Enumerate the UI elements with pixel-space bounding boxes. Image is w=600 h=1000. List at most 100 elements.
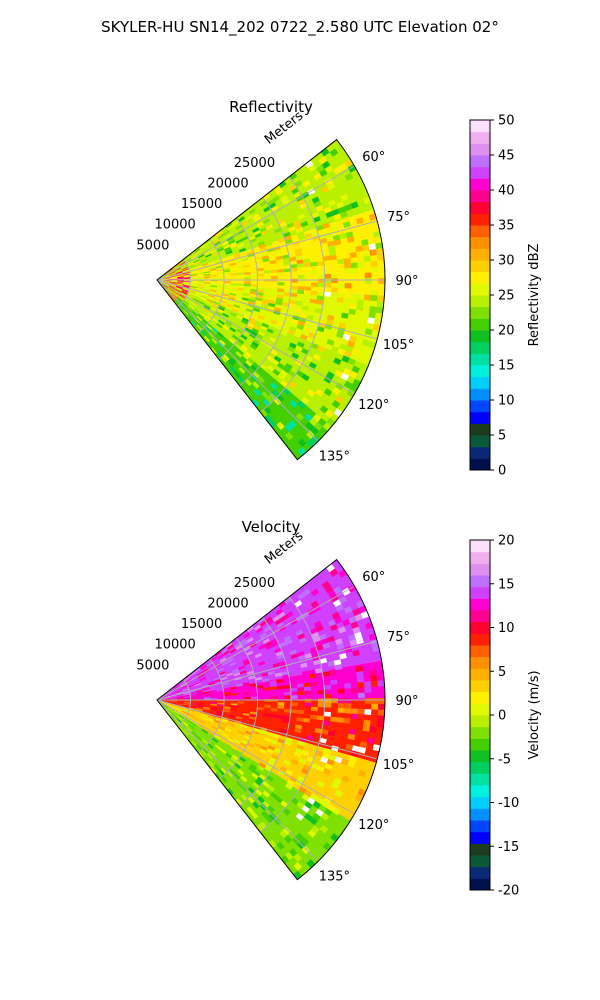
reflectivity-speckle-cell bbox=[257, 241, 266, 246]
velocity-speckle-cell bbox=[228, 714, 236, 719]
reflectivity-speckle-cell bbox=[243, 283, 251, 287]
velocity-speckle-cell bbox=[285, 611, 294, 619]
reflectivity-speckle-cell bbox=[197, 281, 204, 284]
reflectivity-speckle-cell bbox=[230, 243, 238, 249]
reflectivity-speckle-cell bbox=[256, 221, 265, 228]
velocity-speckle-cell bbox=[190, 721, 197, 727]
reflectivity-speckle-cell bbox=[280, 380, 289, 388]
velocity-speckle-cell bbox=[208, 682, 216, 686]
velocity-speckle-cell bbox=[227, 657, 235, 663]
reflectivity-speckle-cell bbox=[377, 295, 385, 302]
reflectivity-colorbar-segment bbox=[470, 225, 490, 238]
reflectivity-speckle-cell bbox=[291, 318, 299, 325]
velocity-speckle-cell bbox=[233, 738, 242, 745]
velocity-speckle-cell bbox=[301, 670, 310, 676]
velocity-speckle-cell bbox=[302, 600, 311, 608]
velocity-speckle-cell bbox=[233, 672, 241, 677]
reflectivity-speckle-cell bbox=[229, 357, 237, 365]
velocity-speckle-cell bbox=[259, 821, 267, 830]
velocity-speckle-cell bbox=[222, 682, 230, 686]
reflectivity-speckle-cell bbox=[312, 216, 321, 223]
velocity-speckle-cell bbox=[208, 760, 215, 768]
reflectivity-speckle-cell bbox=[246, 250, 254, 255]
reflectivity-speckle-cell bbox=[191, 320, 197, 327]
velocity-speckle-cell bbox=[316, 676, 324, 682]
reflectivity-speckle-cell bbox=[248, 235, 256, 241]
reflectivity-azimuth-gridline bbox=[156, 165, 355, 281]
velocity-speckle-cell bbox=[273, 747, 282, 754]
velocity-speckle-cell bbox=[220, 718, 228, 723]
reflectivity-speckle-cell bbox=[367, 237, 376, 245]
velocity-speckle-cell bbox=[220, 767, 227, 775]
reflectivity-speckle-cell bbox=[277, 288, 285, 293]
reflectivity-speckle-cell bbox=[281, 302, 290, 307]
reflectivity-speckle-cell bbox=[262, 398, 271, 407]
velocity-speckle-cell bbox=[270, 707, 278, 712]
velocity-speckle-cell bbox=[267, 784, 275, 792]
reflectivity-speckle-cell bbox=[277, 268, 285, 273]
velocity-speckle-cell bbox=[280, 614, 288, 622]
reflectivity-speckle-cell bbox=[320, 218, 329, 225]
reflectivity-speckle-cell bbox=[324, 269, 332, 275]
velocity-speckle-cell bbox=[239, 638, 247, 645]
reflectivity-speckle-cell bbox=[199, 299, 206, 304]
velocity-speckle-cell bbox=[303, 686, 311, 691]
reflectivity-speckle-cell bbox=[349, 370, 358, 379]
velocity-speckle-cell bbox=[179, 714, 186, 719]
reflectivity-speckle-cell bbox=[340, 193, 349, 202]
velocity-speckle-cell bbox=[174, 687, 182, 692]
reflectivity-speckle-cell bbox=[264, 414, 273, 423]
velocity-speckle-cell bbox=[183, 700, 191, 702]
reflectivity-speckle-cell bbox=[194, 261, 201, 266]
velocity-speckle-cell bbox=[376, 721, 384, 728]
reflectivity-speckle-cell bbox=[187, 305, 193, 312]
velocity-colorbar-tick-label: 10 bbox=[498, 621, 515, 636]
reflectivity-speckle-cell bbox=[206, 298, 214, 303]
velocity-speckle-cell bbox=[279, 766, 288, 773]
reflectivity-speckle-cell bbox=[266, 328, 274, 334]
reflectivity-speckle-cell bbox=[273, 355, 282, 363]
velocity-speckle-cell bbox=[231, 754, 239, 761]
reflectivity-speckle-cell bbox=[244, 378, 253, 387]
velocity-speckle-cell bbox=[363, 719, 371, 727]
reflectivity-speckle-cell bbox=[196, 283, 204, 286]
reflectivity-speckle-cell bbox=[246, 205, 255, 213]
reflectivity-speckle-cell bbox=[274, 227, 282, 234]
reflectivity-speckle-cell bbox=[307, 332, 316, 339]
velocity-speckle-cell bbox=[196, 693, 204, 696]
reflectivity-speckle-cell bbox=[215, 263, 223, 267]
reflectivity-speckle-cell bbox=[323, 388, 333, 397]
velocity-speckle-cell bbox=[311, 631, 320, 639]
velocity-speckle-cell bbox=[347, 634, 356, 642]
velocity-speckle-cell bbox=[287, 669, 296, 675]
velocity-speckle-cell bbox=[181, 709, 189, 713]
reflectivity-speckle-cell bbox=[310, 426, 319, 436]
reflectivity-speckle-cell bbox=[251, 327, 260, 334]
velocity-speckle-cell bbox=[323, 808, 333, 817]
velocity-speckle-cell bbox=[334, 789, 344, 798]
reflectivity-speckle-cell bbox=[181, 266, 189, 271]
velocity-speckle-cell bbox=[300, 662, 308, 669]
reflectivity-speckle-cell bbox=[290, 267, 298, 272]
velocity-sector-band bbox=[157, 700, 377, 821]
reflectivity-speckle-cell bbox=[163, 282, 170, 285]
velocity-speckle-cell bbox=[336, 643, 345, 650]
reflectivity-speckle-cell bbox=[181, 289, 189, 293]
velocity-speckle-cell bbox=[304, 698, 312, 703]
velocity-speckle-cell bbox=[210, 703, 218, 706]
velocity-speckle-cell bbox=[275, 796, 283, 804]
reflectivity-speckle-cell bbox=[297, 270, 305, 276]
velocity-speckle-cell bbox=[295, 832, 305, 842]
reflectivity-speckle-cell bbox=[237, 243, 245, 249]
reflectivity-speckle-cell bbox=[364, 272, 372, 279]
velocity-speckle-cell bbox=[217, 667, 225, 673]
velocity-speckle-cell bbox=[244, 798, 253, 807]
reflectivity-speckle-cell bbox=[221, 295, 229, 299]
velocity-speckle-cell bbox=[197, 702, 204, 705]
reflectivity-speckle-cell bbox=[374, 312, 383, 320]
reflectivity-speckle-cell bbox=[237, 338, 245, 345]
velocity-speckle-cell bbox=[329, 624, 338, 632]
velocity-speckle-cell bbox=[324, 684, 332, 690]
reflectivity-speckle-cell bbox=[163, 280, 171, 282]
reflectivity-speckle-cell bbox=[260, 409, 268, 418]
